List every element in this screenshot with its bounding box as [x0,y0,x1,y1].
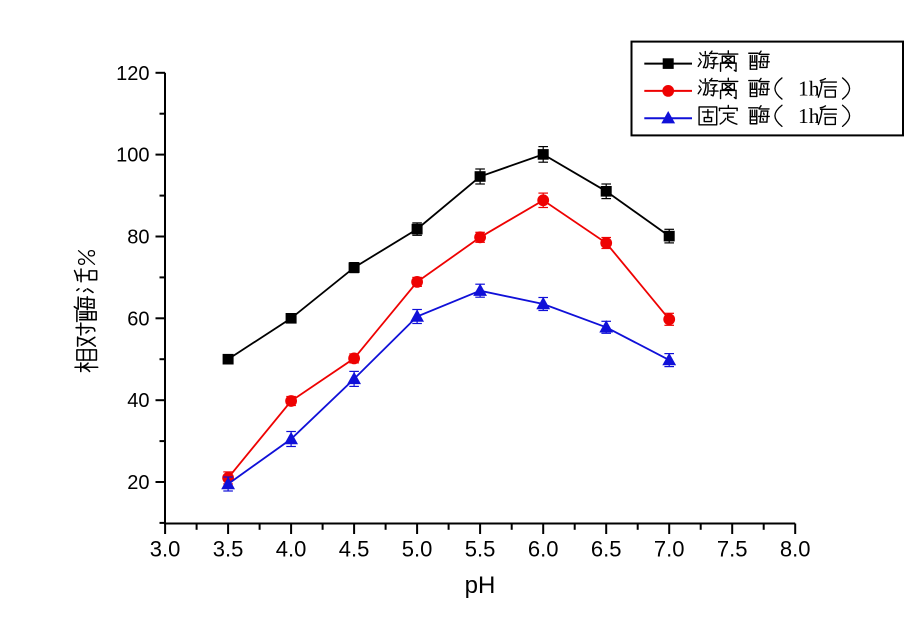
svg-text:40: 40 [127,390,149,412]
svg-text:pH: pH [465,572,496,599]
svg-text:7.5: 7.5 [717,537,748,562]
svg-text:60: 60 [127,308,149,330]
svg-text:3.0: 3.0 [150,537,181,562]
svg-text:5.5: 5.5 [465,537,496,562]
svg-text:3.5: 3.5 [213,537,244,562]
svg-text:6.0: 6.0 [528,537,559,562]
svg-text:1h: 1h [798,104,820,128]
svg-text:7.0: 7.0 [654,537,685,562]
svg-text:5.0: 5.0 [402,537,433,562]
svg-text:100: 100 [116,145,149,167]
svg-text:8.0: 8.0 [780,537,811,562]
svg-text:80: 80 [127,227,149,249]
svg-text:4.0: 4.0 [276,537,307,562]
svg-text:120: 120 [116,63,149,85]
svg-text:4.5: 4.5 [339,537,370,562]
svg-text:6.5: 6.5 [591,537,622,562]
svg-text:1h: 1h [798,77,820,101]
svg-text:20: 20 [127,472,149,494]
